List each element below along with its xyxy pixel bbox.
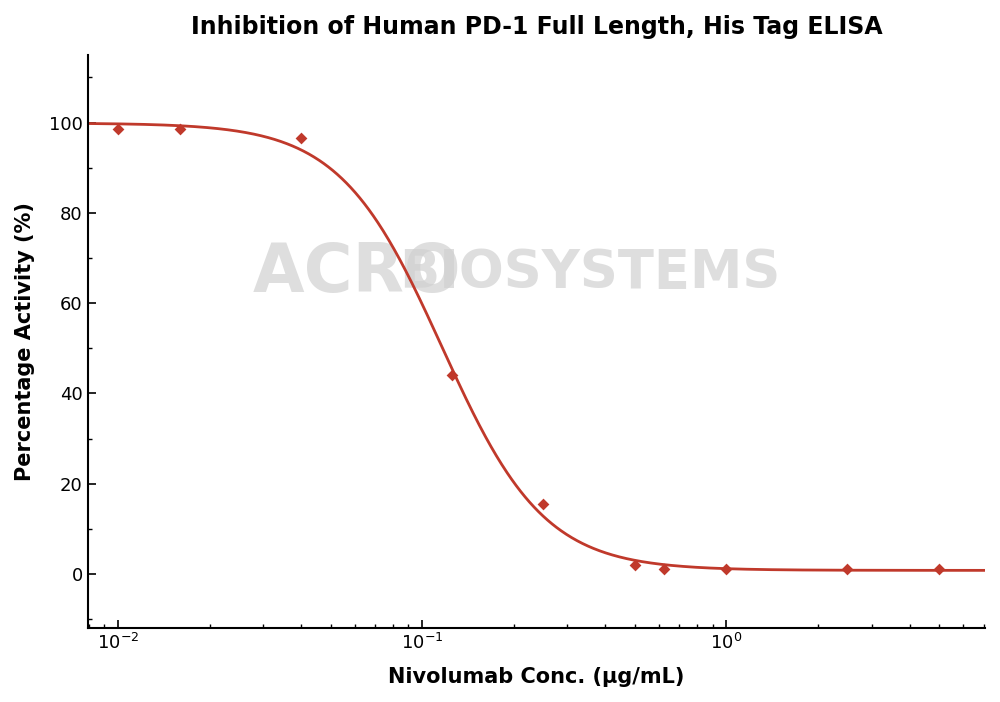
Point [656,563,672,574]
Title: Inhibition of Human PD-1 Full Length, His Tag ELISA: Inhibition of Human PD-1 Full Length, Hi… [191,15,882,39]
Text: BIOSYSTEMS: BIOSYSTEMS [399,246,781,298]
Point [718,564,734,575]
Point [839,564,855,575]
Point [110,124,126,135]
Point [627,559,643,571]
Text: ACRO: ACRO [253,239,461,305]
Point [444,370,460,381]
Point [931,564,947,575]
Y-axis label: Percentage Activity (%): Percentage Activity (%) [15,202,35,481]
X-axis label: Nivolumab Conc. (μg/mL): Nivolumab Conc. (μg/mL) [388,667,685,687]
Point [293,133,309,144]
Point [535,498,551,510]
Point [172,124,188,135]
